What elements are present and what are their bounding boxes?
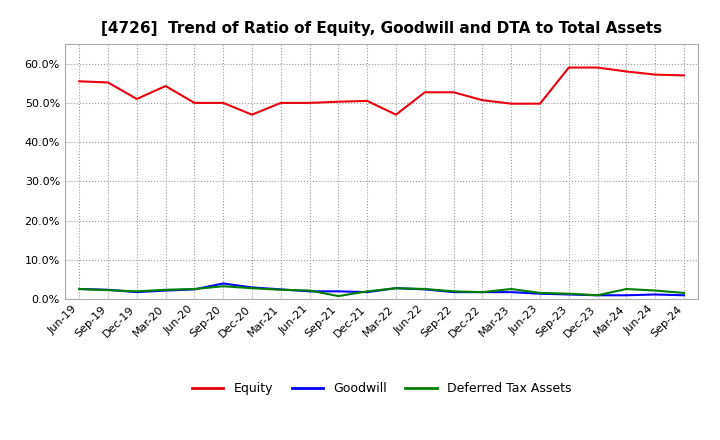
Deferred Tax Assets [334,293,343,299]
Goodwill [363,290,372,295]
Goodwill [248,285,256,290]
Equity [363,98,372,103]
Goodwill [420,287,429,292]
Goodwill [334,289,343,294]
Equity [680,73,688,78]
Equity [622,69,631,74]
Deferred Tax Assets [75,286,84,292]
Deferred Tax Assets [104,287,112,293]
Goodwill [593,293,602,298]
Goodwill [564,292,573,297]
Deferred Tax Assets [248,286,256,291]
Deferred Tax Assets [680,290,688,296]
Equity [536,101,544,106]
Deferred Tax Assets [276,287,285,293]
Deferred Tax Assets [132,289,141,294]
Deferred Tax Assets [507,286,516,292]
Deferred Tax Assets [593,293,602,298]
Line: Deferred Tax Assets: Deferred Tax Assets [79,286,684,296]
Equity [161,83,170,88]
Deferred Tax Assets [219,284,228,289]
Deferred Tax Assets [420,286,429,292]
Deferred Tax Assets [622,286,631,292]
Goodwill [190,287,199,292]
Equity [334,99,343,104]
Line: Equity: Equity [79,68,684,115]
Goodwill [536,291,544,297]
Goodwill [478,290,487,295]
Legend: Equity, Goodwill, Deferred Tax Assets: Equity, Goodwill, Deferred Tax Assets [187,377,576,400]
Goodwill [449,290,458,295]
Equity [507,101,516,106]
Goodwill [305,289,314,294]
Equity [305,100,314,106]
Equity [276,100,285,106]
Deferred Tax Assets [392,286,400,291]
Equity [132,96,141,102]
Goodwill [161,288,170,293]
Equity [478,98,487,103]
Goodwill [507,290,516,295]
Equity [651,72,660,77]
Equity [190,100,199,106]
Goodwill [392,286,400,291]
Deferred Tax Assets [363,289,372,294]
Equity [392,112,400,117]
Deferred Tax Assets [651,288,660,293]
Deferred Tax Assets [478,290,487,295]
Goodwill [680,293,688,298]
Goodwill [276,287,285,292]
Equity [564,65,573,70]
Goodwill [104,287,112,293]
Equity [104,80,112,85]
Title: [4726]  Trend of Ratio of Equity, Goodwill and DTA to Total Assets: [4726] Trend of Ratio of Equity, Goodwil… [101,21,662,36]
Equity [75,79,84,84]
Equity [593,65,602,70]
Deferred Tax Assets [190,286,199,292]
Deferred Tax Assets [536,290,544,296]
Equity [420,90,429,95]
Equity [248,112,256,117]
Deferred Tax Assets [161,287,170,293]
Deferred Tax Assets [564,291,573,297]
Goodwill [622,293,631,298]
Equity [219,100,228,106]
Equity [449,90,458,95]
Goodwill [75,286,84,292]
Goodwill [651,292,660,297]
Goodwill [219,281,228,286]
Deferred Tax Assets [449,289,458,294]
Goodwill [132,290,141,295]
Line: Goodwill: Goodwill [79,283,684,295]
Deferred Tax Assets [305,288,314,293]
